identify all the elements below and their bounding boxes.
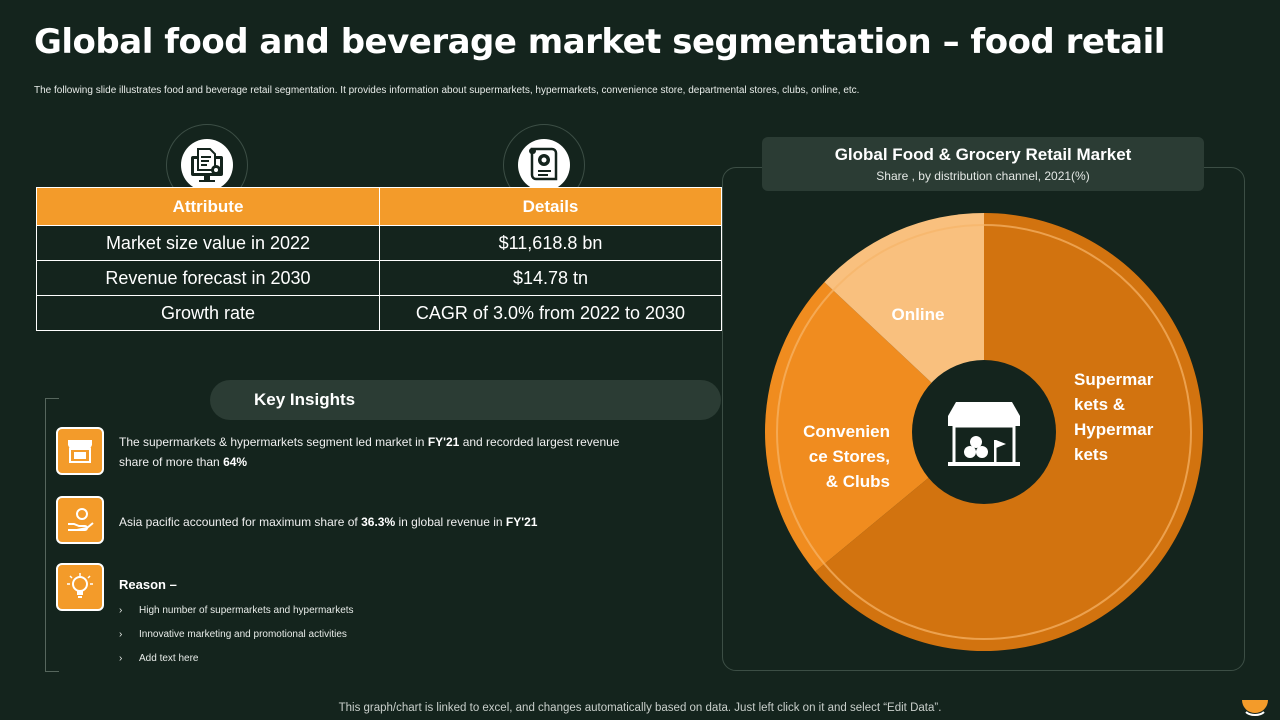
pie-center-hole xyxy=(912,360,1056,504)
table-cell: Market size value in 2022 xyxy=(36,225,380,261)
insight-1-text: The supermarkets & hypermarkets segment … xyxy=(119,435,620,469)
list-item: › High number of supermarkets and hyperma… xyxy=(119,605,354,616)
key-insights-header: Key Insights xyxy=(210,380,721,420)
reason-title: Reason – xyxy=(119,577,177,592)
bullet-marker: › xyxy=(119,629,123,640)
market-attribute-table: Attribute Details Market size value in 2… xyxy=(36,187,722,331)
list-item: › Innovative marketing and promotional ac… xyxy=(119,629,347,640)
table-cell: Revenue forecast in 2030 xyxy=(36,260,380,296)
bullet-marker: › xyxy=(119,653,123,664)
key-insights-title: Key Insights xyxy=(254,390,356,409)
market-stall-icon xyxy=(948,402,1020,466)
table-row: Revenue forecast in 2030 $14.78 tn xyxy=(36,260,722,296)
attribute-icon-badge xyxy=(166,124,248,206)
footer-note: This graph/chart is linked to excel, and… xyxy=(338,702,942,714)
lightbulb-icon xyxy=(56,563,104,611)
pie-slice xyxy=(765,282,984,572)
pie-slice-label: Online xyxy=(892,305,945,324)
header-attribute: Attribute xyxy=(36,187,380,226)
bullet-marker: › xyxy=(119,605,123,616)
table-cell: Growth rate xyxy=(36,295,380,331)
pie-chart: Supermar kets & Hypermar kets Convenien ce St… xyxy=(765,213,1203,651)
list-item: › Add text here xyxy=(119,653,199,664)
storefront-icon xyxy=(56,427,104,475)
pie-inner-ring xyxy=(776,224,1192,640)
pie-slice-label: Supermar kets & Hypermar kets xyxy=(1074,370,1154,464)
hand-coin-icon xyxy=(56,496,104,544)
chart-title: Global Food & Grocery Retail Market xyxy=(834,145,1132,164)
header-details: Details xyxy=(379,187,722,226)
scroll-document-icon xyxy=(518,139,570,191)
insight-2-text: Asia pacific accounted for maximum share… xyxy=(119,515,538,529)
table-cell: CAGR of 3.0% from 2022 to 2030 xyxy=(379,295,722,331)
table-cell: $11,618.8 bn xyxy=(379,225,722,261)
chart-header: Global Food & Grocery Retail Market Shar… xyxy=(762,137,1204,191)
monitor-document-gear-icon xyxy=(181,139,233,191)
table-header-row: Attribute Details xyxy=(36,187,722,226)
brand-logo-icon xyxy=(1242,700,1268,716)
table-row: Growth rate CAGR of 3.0% from 2022 to 20… xyxy=(36,295,722,331)
page-title: Global food and beverage market segmenta… xyxy=(34,22,1165,62)
pie-slice-label: Convenien ce Stores, & Clubs xyxy=(803,422,890,491)
chart-subtitle: Share , by distribution channel, 2021(%) xyxy=(876,169,1090,183)
table-row: Market size value in 2022 $11,618.8 bn xyxy=(36,225,722,261)
page-subtitle: The following slide illustrates food and… xyxy=(34,85,860,96)
key-insights-frame xyxy=(45,398,59,672)
table-cell: $14.78 tn xyxy=(379,260,722,296)
